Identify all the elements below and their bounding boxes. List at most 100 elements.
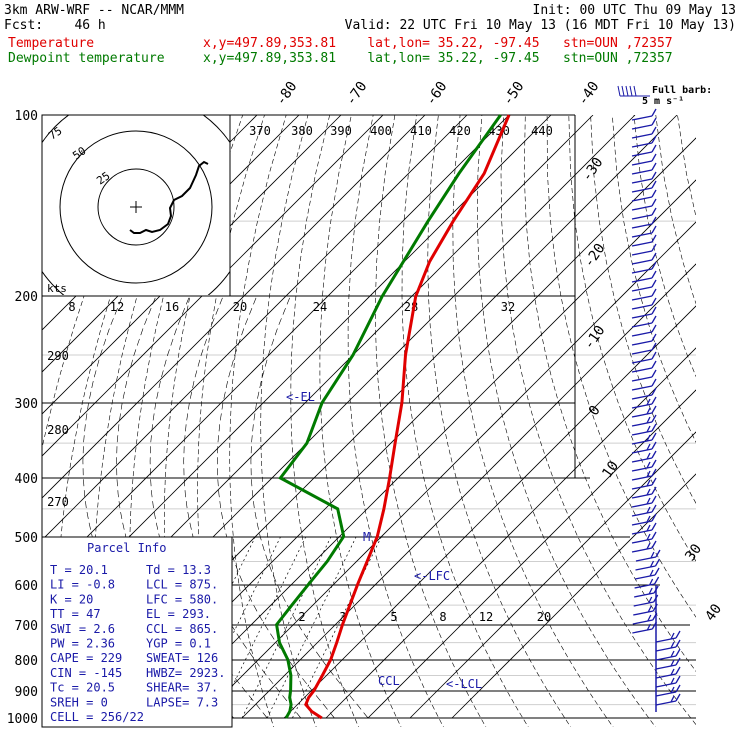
- isotherm-label: 0: [586, 403, 604, 419]
- wind-barb: [631, 468, 657, 481]
- mixing-ratio-line: [191, 536, 282, 719]
- pressure-label: 800: [15, 654, 38, 669]
- wind-barb: [631, 414, 657, 427]
- wind-barb: [655, 630, 681, 643]
- dewpoint-legend: Dewpoint temperature: [8, 51, 165, 66]
- wind-barb: [655, 675, 681, 688]
- lcl-marker: <-LCL: [446, 677, 482, 691]
- dry-adiabat: [427, 115, 572, 727]
- dry-adiabat: [375, 115, 487, 727]
- forecast-hour: Fcst: 46 h: [4, 18, 106, 33]
- wind-barb: [631, 378, 657, 391]
- parcel-info-left: K = 20: [50, 592, 93, 606]
- isotherm: [42, 115, 468, 541]
- wind-barb: [631, 387, 657, 400]
- moist-adiabat: [149, 296, 268, 719]
- wind-barb: [631, 504, 657, 517]
- parcel-info-right: EL = 293.: [146, 607, 211, 621]
- parcel-info-left: Tc = 20.5: [50, 681, 115, 695]
- parcel-info-box: Parcel Info T = 20.1 Td = 13.3 LI = -0.8 LC…: [41, 536, 233, 728]
- theta-label: 410: [410, 124, 432, 138]
- level-markers: <-EL <-LFC <-LCL CCL M: [286, 390, 482, 691]
- temperature-profile: [304, 114, 511, 720]
- pressure-label: 100: [15, 109, 38, 124]
- wind-barb: [631, 117, 657, 130]
- theta-label: 270: [47, 495, 69, 509]
- wind-barb: [631, 207, 657, 220]
- parcel-info-left: CELL = 256/22: [50, 710, 144, 724]
- parcel-info-title: Parcel Info: [87, 541, 166, 555]
- parcel-info-right: SWEAT= 126: [146, 651, 218, 665]
- parcel-info-left: TT = 47: [50, 607, 101, 621]
- pressure-axis: 100 200 300 400 500 600 700 800 900 1000: [7, 109, 38, 727]
- pressure-label: 300: [15, 397, 38, 412]
- wind-barb: [631, 144, 657, 157]
- barb-legend-title: Full barb:: [652, 85, 712, 96]
- parcel-info-right: YGP = 0.1: [146, 637, 211, 651]
- dry-adiabat: [347, 115, 444, 727]
- isotherm-label: 30: [682, 541, 705, 564]
- mixing-ratio-label: 3: [339, 610, 346, 624]
- wind-barb: [631, 279, 657, 292]
- wind-barb: [631, 450, 657, 463]
- dry-adiabat: [401, 115, 529, 727]
- mixing-ratio-line: [241, 536, 332, 719]
- wind-barb: [631, 135, 657, 148]
- wind-barb: [631, 513, 657, 526]
- moist-adiabat: [216, 296, 335, 719]
- wind-barb: [631, 342, 657, 355]
- wind-barb: [631, 234, 657, 247]
- wind-barb: [631, 153, 657, 166]
- theta-label: 290: [47, 349, 69, 363]
- isotherm: [157, 179, 696, 719]
- wind-barb: [631, 486, 657, 499]
- parcel-info-left: SWI = 2.6: [50, 622, 115, 636]
- wind-barb: [631, 432, 657, 445]
- mixing-ratio-label: 20: [537, 610, 551, 624]
- mixing-ratio-label: 12: [479, 610, 493, 624]
- wind-barb: [631, 441, 657, 454]
- mixing-ratio-label: 16: [165, 300, 179, 314]
- mixing-ratio-label: 32: [501, 300, 515, 314]
- wind-barb: [635, 549, 661, 562]
- wind-barb: [631, 396, 657, 409]
- temperature-location-info: x,y=497.89,353.81 lat,lon= 35.22, -97.45…: [203, 36, 673, 51]
- pressure-label: 1000: [7, 712, 38, 727]
- theta-label: 390: [330, 124, 352, 138]
- wind-barb: [631, 288, 657, 301]
- dry-adiabat: [42, 115, 157, 450]
- isotherm: [42, 115, 426, 499]
- wind-barb: [631, 405, 657, 418]
- isotherm-label: -50: [500, 79, 528, 109]
- parcel-info-left: T = 20.1: [50, 563, 108, 577]
- wind-barb: [631, 162, 657, 175]
- wind-barb: [634, 576, 660, 589]
- dry-adiabat: [476, 115, 656, 727]
- parcel-info-right: Td = 13.3: [146, 563, 211, 577]
- dry-adiabat: [546, 115, 696, 618]
- theta-label: 370: [249, 124, 271, 138]
- hodo-ring-label: 50: [70, 144, 88, 162]
- parcel-info-left: CIN = -145: [50, 666, 122, 680]
- wind-barb: [631, 261, 657, 274]
- barb-legend-units: 5 m s⁻¹: [642, 96, 684, 107]
- wind-barb: [631, 522, 657, 535]
- parcel-info-left: CAPE = 229: [50, 651, 122, 665]
- dry-adiabat: [319, 115, 402, 727]
- wind-barb: [635, 558, 661, 571]
- wind-barb: [631, 216, 657, 229]
- wind-barb: [631, 459, 657, 472]
- wind-barb: [631, 333, 657, 346]
- wind-barb: [631, 171, 657, 184]
- parcel-info-right: HWBZ= 2923.: [146, 666, 225, 680]
- wind-barb: [631, 540, 657, 553]
- pressure-label: 900: [15, 685, 38, 700]
- theta-label: 440: [531, 124, 553, 138]
- isotherm: [409, 431, 696, 719]
- isotherm: [451, 473, 696, 719]
- isotherm-label: -40: [575, 79, 603, 109]
- isotherm-label: -30: [579, 155, 607, 185]
- wind-barb: [631, 180, 657, 193]
- dry-adiabat: [260, 115, 317, 727]
- wind-barb: [631, 270, 657, 283]
